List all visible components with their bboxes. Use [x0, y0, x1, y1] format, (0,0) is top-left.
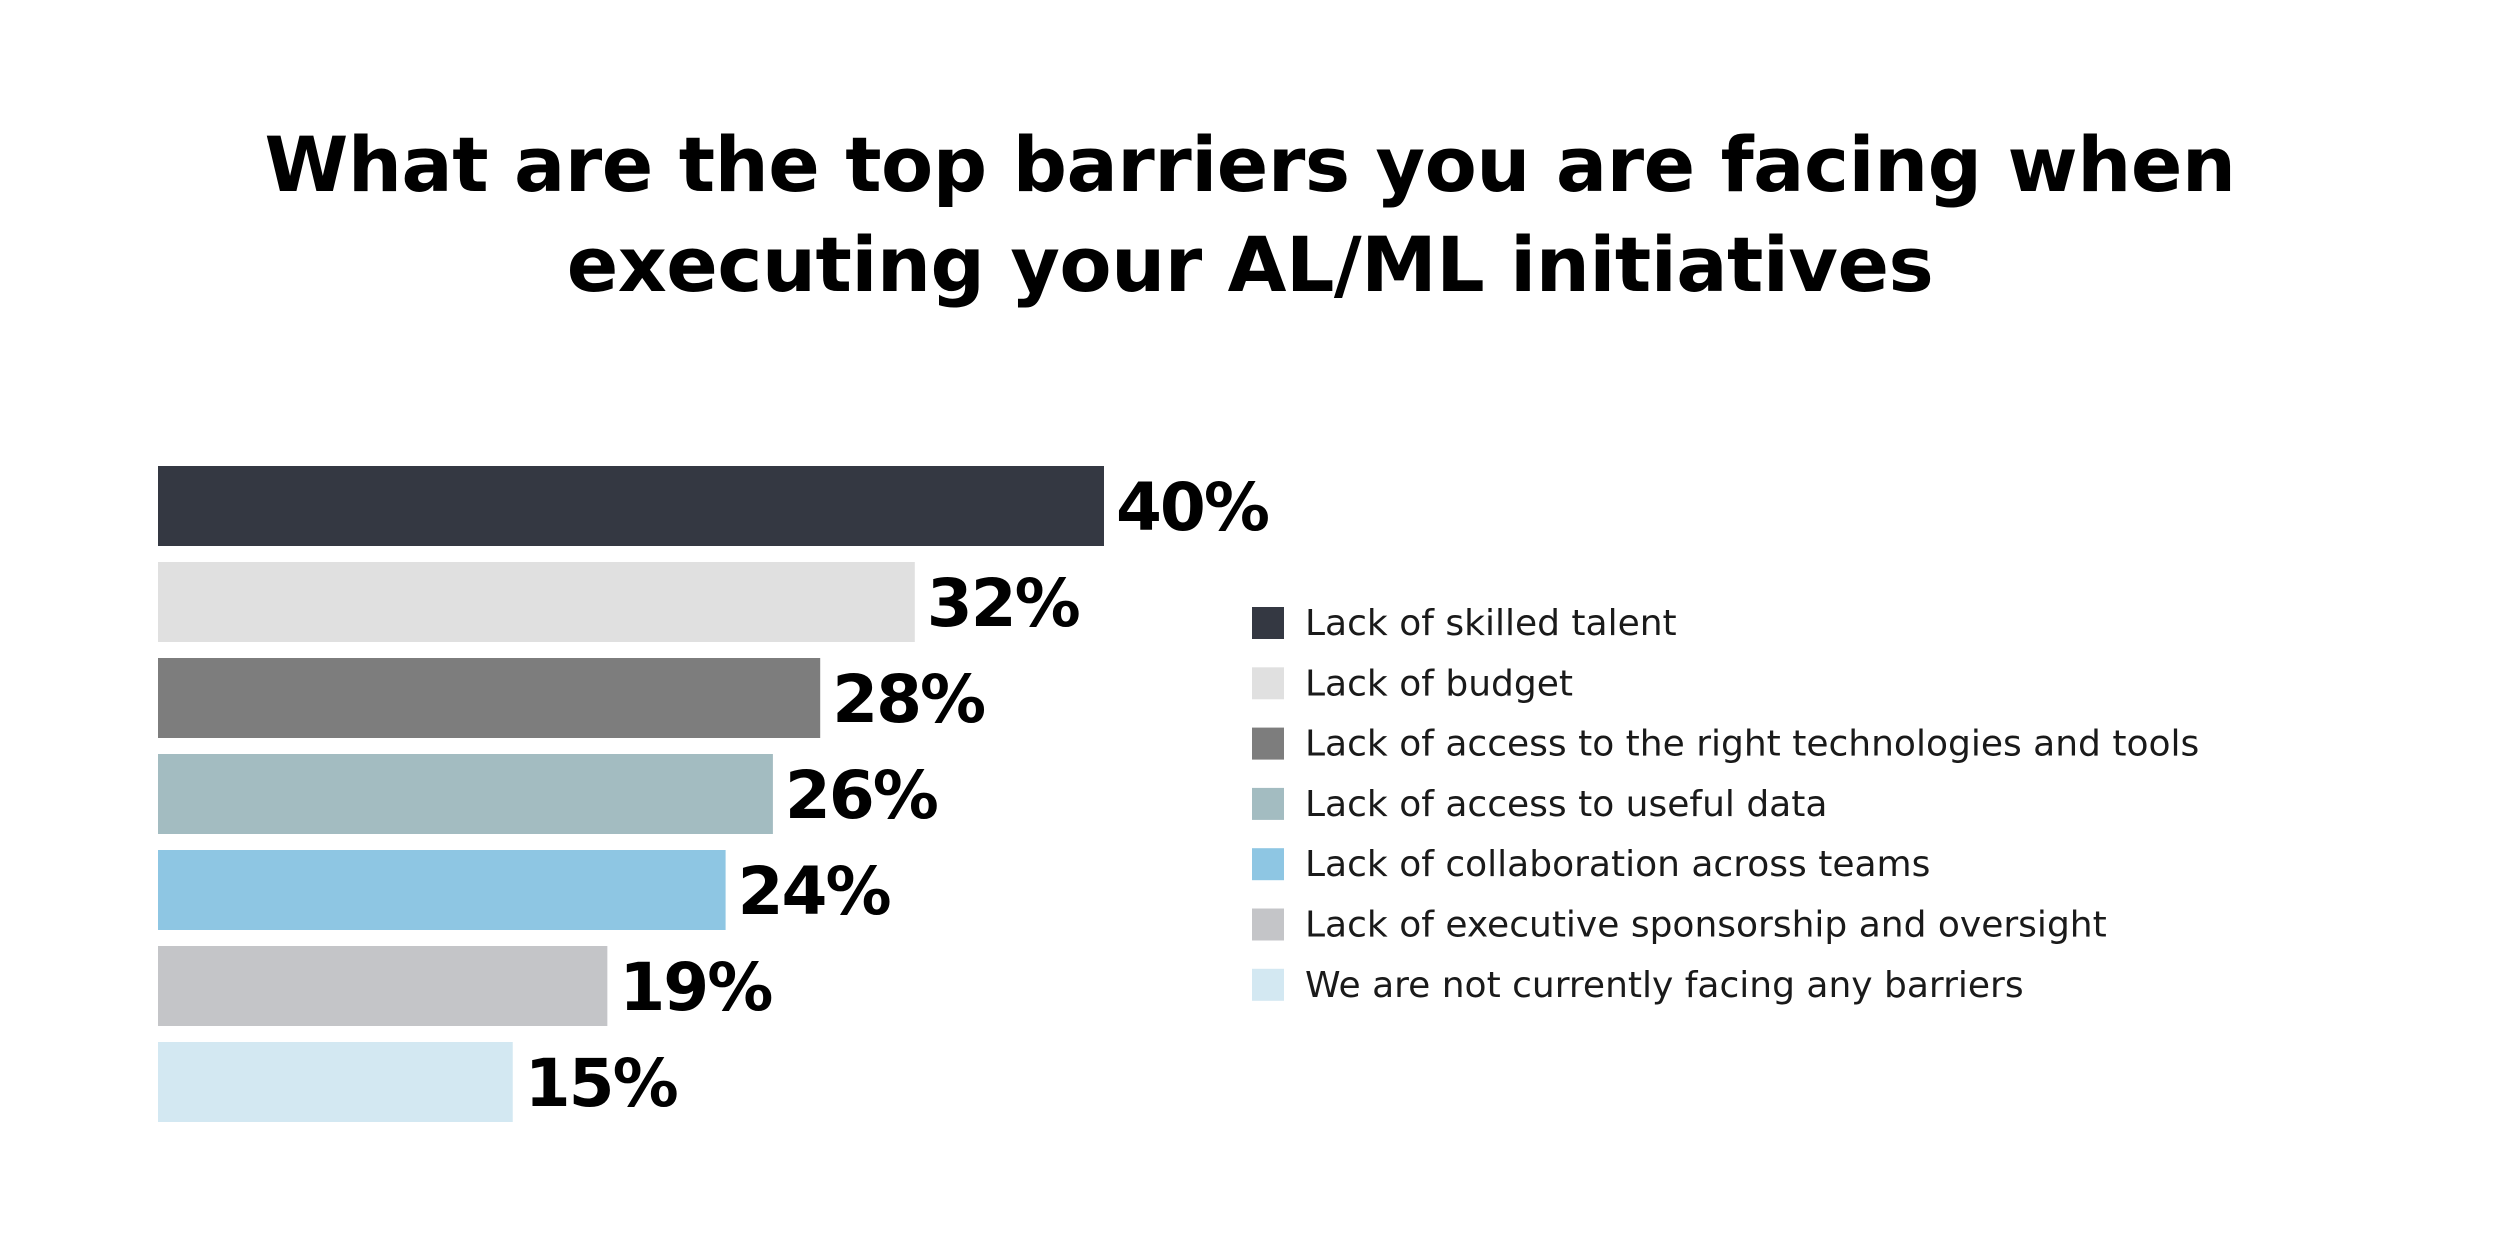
value-label-1: 40%	[1116, 469, 1269, 546]
legend-swatch-4	[1252, 787, 1284, 820]
value-label-5: 24%	[738, 853, 891, 930]
legend-label-2: Lack of budget	[1305, 663, 1573, 704]
bar-7	[158, 1042, 513, 1122]
bar-3	[158, 658, 821, 738]
chart-title: What are the top barriers you are facing…	[0, 115, 2500, 315]
value-label-4: 26%	[785, 757, 938, 834]
value-label-7: 15%	[525, 1045, 678, 1122]
bars-group	[158, 466, 1104, 1122]
legend-label-7: We are not currently facing any barriers	[1305, 965, 2024, 1006]
legend-label-6: Lack of executive sponsorship and oversi…	[1305, 905, 2107, 946]
legend-swatch-3	[1252, 727, 1284, 760]
bar-5	[158, 850, 726, 930]
legend-label-1: Lack of skilled talent	[1305, 603, 1677, 644]
legend-label-5: Lack of collaboration across teams	[1305, 844, 1930, 885]
bar-6	[158, 946, 608, 1026]
legend-swatch-2	[1252, 667, 1284, 700]
value-labels-group: 40% 32% 28% 26% 24% 19% 15%	[525, 469, 1271, 1122]
legend-label-4: Lack of access to useful data	[1305, 784, 1827, 825]
value-label-3: 28%	[832, 661, 985, 738]
legend-swatch-7	[1252, 968, 1284, 1001]
bar-4	[158, 754, 773, 834]
legend-swatch-5	[1252, 848, 1284, 881]
bar-1	[158, 466, 1104, 546]
legend-swatch-1	[1252, 607, 1284, 639]
chart-title-line-2: executing your AL/ML initiatives	[566, 220, 1934, 309]
legend-label-3: Lack of access to the right technologies…	[1305, 724, 2199, 765]
value-label-6: 19%	[619, 949, 772, 1026]
value-label-2: 32%	[927, 565, 1080, 642]
bar-2	[158, 562, 915, 642]
legend: Lack of skilled talent Lack of budget Lack…	[1252, 603, 2199, 1006]
legend-swatch-6	[1252, 908, 1284, 941]
chart-title-line-1: What are the top barriers you are facing…	[264, 120, 2236, 209]
